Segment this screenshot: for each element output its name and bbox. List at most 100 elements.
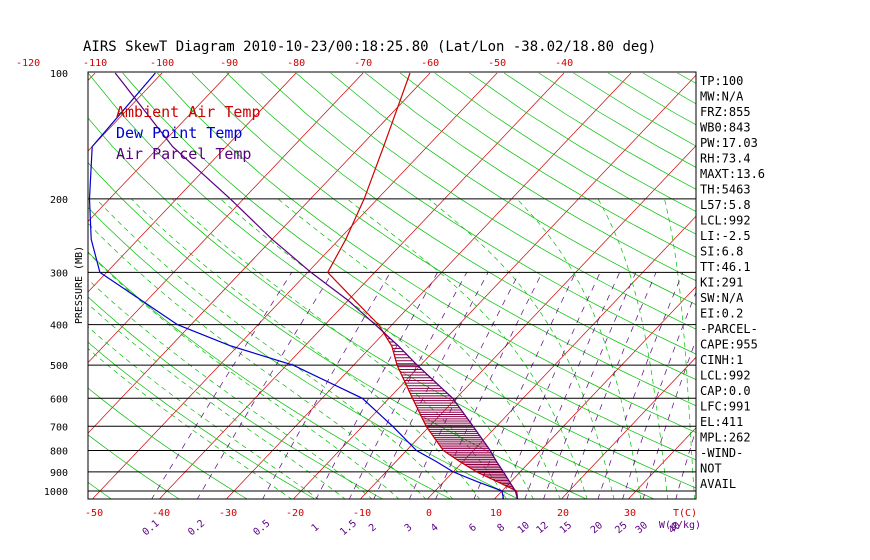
pressure-tick-label: 200 (50, 195, 68, 206)
moist-adiabat-line (131, 198, 480, 499)
dewpoint-line (88, 72, 505, 499)
top-temp-tick-label: -60 (421, 58, 439, 69)
dry-adiabat-line (88, 341, 316, 499)
mixing-ratio-line (473, 272, 576, 499)
parcel-temp-line (114, 72, 519, 499)
bottom-temp-tick-label: -10 (353, 508, 371, 519)
isotherm-line (762, 73, 870, 500)
dry-adiabat-line (226, 72, 696, 381)
stat-entry: LCL:992 (700, 369, 751, 383)
dry-adiabat-line (399, 72, 696, 258)
mixing-ratio-tick-label: 1.5 (338, 518, 359, 538)
isotherm-line (493, 286, 696, 499)
stat-entry: CAPE:955 (700, 338, 758, 352)
top-temp-tick-label: -110 (83, 58, 107, 69)
mixing-ratio-line (597, 272, 684, 499)
dry-adiabat-line (330, 72, 696, 306)
legend-entry: Air Parcel Temp (116, 145, 251, 163)
mixing-ratio-line (151, 272, 292, 499)
isotherm-line (560, 356, 696, 499)
ambient-temp-line (326, 72, 519, 499)
top-temp-tick-label: -90 (220, 58, 238, 69)
moist-adiabat-line (88, 326, 319, 499)
stat-entry: -PARCEL- (700, 322, 758, 336)
pressure-tick-label: 1000 (44, 487, 68, 498)
dry-adiabat-line (365, 72, 696, 282)
moist-adiabat-line (346, 198, 588, 499)
stat-entry: TH:5463 (700, 183, 751, 197)
mixing-ratio-tick-label: 6 (467, 522, 479, 534)
stat-entry: RH:73.4 (700, 152, 751, 166)
stat-entry: CAP:0.0 (700, 384, 751, 398)
mixing-ratio-line (524, 272, 620, 499)
dry-adiabat-line (782, 73, 870, 500)
stat-entry: EI:0.2 (700, 307, 743, 321)
moist-adiabat-line (171, 198, 507, 499)
mixing-ratio-tick-label: 15 (558, 520, 574, 536)
dry-adiabat-line (261, 72, 696, 355)
mixing-ratio-line (196, 272, 333, 499)
mixing-ratio-line (543, 272, 637, 499)
isotherm-line (88, 72, 364, 364)
stat-entry: CINH:1 (700, 353, 743, 367)
stat-entry: -WIND- (700, 446, 743, 460)
mixing-ratio-tick-label: 20 (589, 520, 605, 536)
dry-adiabat-line (0, 73, 45, 500)
dry-adiabat-line (157, 72, 696, 433)
isotherm-line (88, 72, 297, 293)
legend: Ambient Air Temp Dew Point Temp Air Parcel… (116, 103, 261, 163)
isotherm-line (158, 72, 565, 499)
mixing-ratio-tick-label: 25 (613, 520, 629, 536)
dry-adiabat-line (122, 72, 696, 461)
stat-entry: FRZ:855 (700, 105, 751, 119)
chart-title: AIRS SkewT Diagram 2010-10-23/00:18:25.8… (83, 39, 656, 55)
plot-frame (87, 71, 697, 500)
dry-adiabat-line (747, 73, 870, 500)
stat-entry: SI:6.8 (700, 245, 743, 259)
profiles (88, 72, 519, 499)
dry-adiabat-line (88, 251, 452, 499)
stat-entry: LFC:991 (700, 400, 751, 414)
mixing-ratio-line (262, 272, 391, 499)
dry-adiabat-line (295, 72, 696, 330)
bottom-temp-tick-label: 0 (426, 508, 432, 519)
mixing-ratio-tick-label: 0.1 (141, 518, 162, 538)
top-temp-tick-label: -50 (488, 58, 506, 69)
isotherm-line (88, 72, 230, 223)
bottom-temp-tick-label: -40 (152, 508, 170, 519)
mixing-ratio-line (409, 272, 520, 499)
stat-entry: PW:17.03 (700, 136, 758, 150)
isobars: 100 200 300 400 500 600 700 800 900 1000 (44, 69, 696, 498)
moist-adiabat-line (516, 198, 642, 499)
pressure-tick-label: 100 (50, 69, 68, 80)
dry-adiabat-line (88, 387, 248, 499)
mixing-ratio-line (566, 272, 657, 499)
mixing-ratio-line (622, 291, 696, 499)
dry-adiabat-line (88, 296, 384, 499)
stat-entry: AVAIL (700, 477, 736, 491)
mixing-ratio-tick-label: 0.2 (186, 518, 207, 538)
dry-adiabat-line (88, 206, 520, 499)
dry-adiabat-line (88, 72, 696, 489)
top-temp-tick-label: -40 (555, 58, 573, 69)
pressure-tick-label: 600 (50, 394, 68, 405)
isotherm-line (88, 72, 431, 434)
pressure-tick-label: 500 (50, 361, 68, 372)
top-temp-tick-label: -120 (16, 58, 40, 69)
legend-entry: Dew Point Temp (116, 124, 242, 142)
dry-adiabat-line (503, 72, 696, 190)
isotherm-line (0, 73, 28, 500)
mixing-ratio-tick-label: 2 (367, 522, 379, 534)
bottom-temp-tick-label: 30 (624, 508, 636, 519)
stat-entry: MPL:262 (700, 431, 751, 445)
isotherm-line (627, 427, 696, 499)
cape-hatch-area (381, 330, 519, 499)
mixing-ratio-axis-label: W(g/kg) (659, 520, 701, 531)
pressure-tick-label: 700 (50, 422, 68, 433)
moist-adiabat-line (95, 198, 454, 499)
dry-adiabat-line (191, 72, 696, 407)
top-temp-tick-label: -70 (354, 58, 372, 69)
dry-adiabat-line (469, 72, 696, 212)
mixing-ratio-line (501, 272, 601, 499)
